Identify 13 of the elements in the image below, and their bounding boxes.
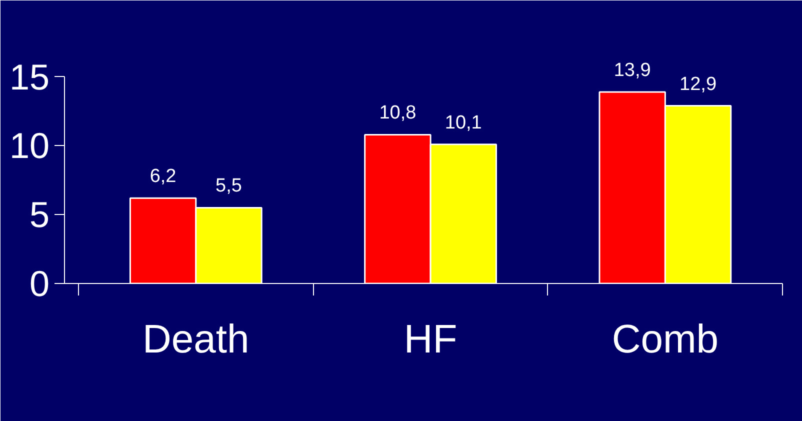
data-label: 6,2 [150, 166, 176, 188]
y-tick-label: 0 [29, 263, 50, 304]
data-label: 12,9 [680, 74, 717, 95]
data-label: 13,9 [614, 60, 651, 81]
data-label: 10,1 [444, 112, 482, 134]
y-tick-label: 5 [29, 194, 50, 236]
data-label: 5,5 [216, 176, 242, 197]
data-label: 10,8 [379, 102, 416, 124]
x-tick-label: HF [404, 318, 458, 362]
y-tick-label: 15 [9, 56, 50, 98]
x-tick-label: Comb [612, 318, 719, 362]
x-tick-label: Death [142, 318, 250, 362]
y-tick-label: 10 [9, 125, 50, 166]
